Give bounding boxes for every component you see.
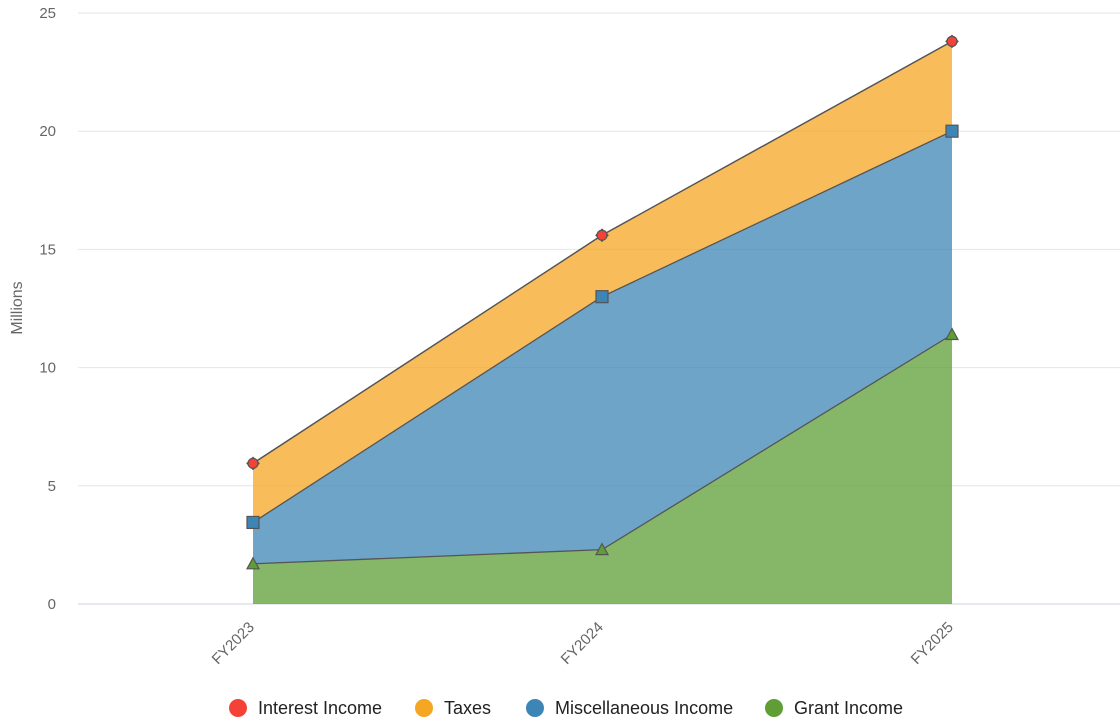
taxes-area — [253, 41, 952, 523]
y-tick-label: 20 — [39, 123, 56, 140]
x-tick-label: FY2024 — [558, 619, 607, 668]
data-markers — [245, 34, 960, 570]
legend-item-miscellaneous-income[interactable]: Miscellaneous Income — [526, 698, 733, 718]
y-axis-label: Millions — [9, 281, 26, 334]
interest-income-marker — [247, 457, 259, 469]
legend: Interest Income Taxes Miscellaneous Income… — [229, 698, 903, 718]
y-tick-label: 15 — [39, 241, 56, 258]
y-tick-label: 5 — [48, 478, 56, 495]
y-tick-label: 0 — [48, 596, 56, 613]
legend-swatch — [229, 699, 247, 717]
legend-swatch — [765, 699, 783, 717]
grant-income-marker — [245, 556, 261, 570]
miscellaneous-income-marker — [945, 124, 959, 138]
legend-label: Grant Income — [794, 698, 903, 718]
miscellaneous-income-marker — [246, 515, 260, 530]
series-areas — [253, 41, 952, 604]
y-axis: 0 5 10 15 20 25 — [39, 5, 56, 613]
legend-swatch — [415, 699, 433, 717]
grant-income-area — [253, 334, 952, 604]
x-tick-label: FY2025 — [908, 619, 957, 668]
y-tick-label: 10 — [39, 360, 56, 377]
miscellaneous-income-area — [253, 131, 952, 564]
grant-income-marker — [944, 327, 960, 341]
interest-income-marker — [596, 229, 608, 241]
legend-label: Interest Income — [258, 698, 382, 718]
x-tick-label: FY2023 — [209, 619, 258, 668]
interest-income-marker — [946, 35, 958, 47]
x-axis: FY2023 FY2024 FY2025 — [209, 619, 957, 668]
y-tick-label: 25 — [39, 5, 56, 22]
legend-item-grant-income[interactable]: Grant Income — [765, 698, 903, 718]
legend-item-taxes[interactable]: Taxes — [415, 698, 491, 718]
legend-label: Miscellaneous Income — [555, 698, 733, 718]
legend-item-interest-income[interactable]: Interest Income — [229, 698, 382, 718]
miscellaneous-income-marker — [595, 290, 609, 304]
legend-swatch — [526, 699, 544, 717]
grant-income-marker — [594, 542, 610, 556]
legend-label: Taxes — [444, 698, 491, 718]
